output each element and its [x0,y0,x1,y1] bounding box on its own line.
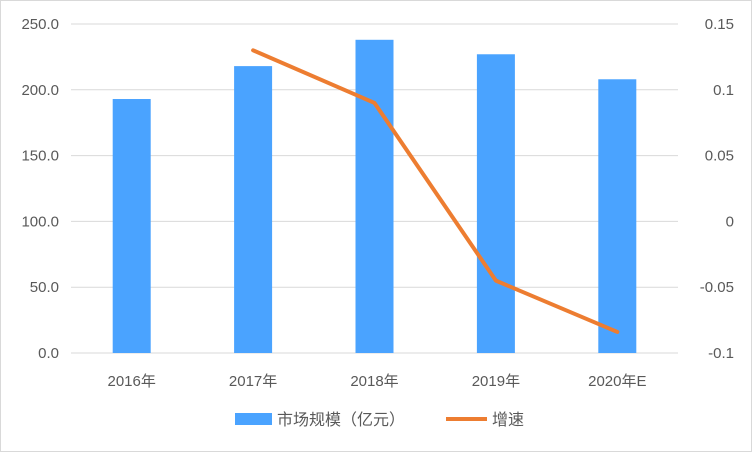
legend: 市场规模（亿元） 增速 [235,411,524,429]
y-left-tick-label: 200.0 [21,82,59,99]
x-tick-label: 2018年 [350,373,398,390]
bar-series-market-size [112,39,637,354]
growth-line [251,48,620,334]
bar-2020年E [598,79,637,353]
y-right-tick-label: 0.15 [705,16,734,33]
line-series-growth [251,48,620,334]
x-tick-label: 2017年 [229,373,277,390]
bar-2016年 [112,99,151,354]
y-left-tick-label: 100.0 [21,213,59,230]
y-left-tick-label: 0.0 [38,345,59,362]
y-left-tick-label: 150.0 [21,148,59,165]
bar-2019年 [476,54,515,353]
y-right-tick-label: 0.05 [705,148,734,165]
bar-2018年 [355,39,394,354]
y-right-tick-label: -0.1 [708,345,734,362]
y-right-tick-label: 0 [726,213,734,230]
y-left-tick-label: 250.0 [21,16,59,33]
bar-2017年 [234,66,273,353]
x-axis: 2016年 2017年 2018年 2019年 2020年E [108,373,647,390]
y-left-tick-label: 50.0 [30,279,59,296]
y-right-tick-label: -0.05 [700,279,734,296]
y-axis-left: 0.0 50.0 100.0 150.0 200.0 250.0 [21,16,59,362]
y-right-tick-label: 0.1 [713,82,734,99]
legend-swatch-market-size [235,413,272,425]
y-axis-right: -0.1 -0.05 0 0.05 0.1 0.15 [700,16,734,362]
legend-label-market-size: 市场规模（亿元） [277,411,405,429]
x-tick-label: 2016年 [108,373,156,390]
x-tick-label: 2020年E [588,373,646,390]
legend-label-growth: 增速 [492,411,524,429]
x-tick-label: 2019年 [472,373,520,390]
